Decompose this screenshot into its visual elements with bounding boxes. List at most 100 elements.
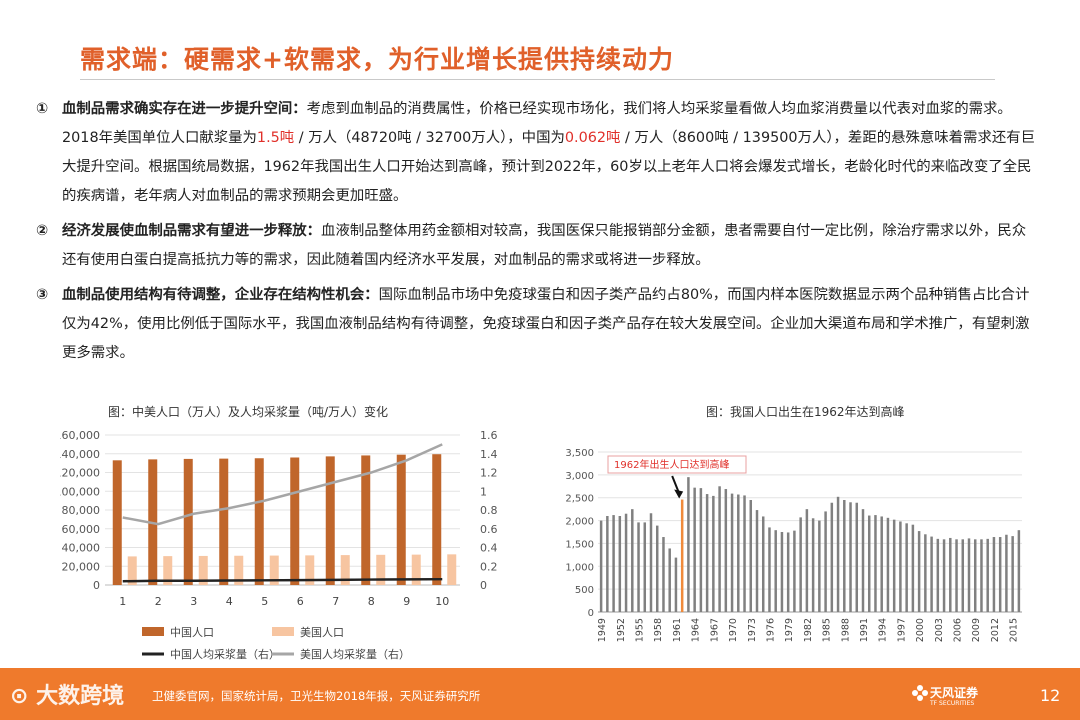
bar-birth-year: [892, 519, 896, 612]
bar-us-population: [376, 554, 386, 585]
x-tick-label: 1982: [803, 618, 814, 642]
bar-birth-year: [905, 523, 908, 612]
x-tick-label: 1955: [635, 618, 646, 642]
bullet-text: 血液制品整体用药金额相对较高，我国医保只能报销部分金额，患者需要自付一定比例，除…: [62, 223, 1027, 268]
brand-flower-icon: [912, 685, 928, 701]
bar-birth-year: [880, 516, 883, 612]
bullet-2: ② 经济发展使血制品需求有望进一步释放：血液制品整体用药金额相对较高，我国医保只能…: [36, 217, 1036, 275]
bullet-heading: 经济发展使血制品需求有望进一步释放：: [62, 223, 322, 239]
bullet-3: ③ 血制品使用结构有待调整，企业存在结构性机会：国际血制品市场中免疫球蛋白和因子类…: [36, 281, 1036, 368]
bar-birth-year: [942, 539, 946, 612]
bullet-text: 考虑到血制品的消费属性，价格已经实现市场化，我们将人均采浆量看做人均血浆消费量以…: [62, 101, 1012, 146]
bar-china-population: [219, 458, 229, 585]
bar-birth-year: [768, 527, 771, 612]
bar-china-population: [432, 454, 442, 585]
us-per-capita-line: [122, 443, 443, 526]
bar-china-population: [290, 457, 300, 585]
bar-us-population: [447, 554, 457, 585]
page-number: 12: [1040, 686, 1061, 705]
bar-birth-year: [737, 494, 740, 612]
y-tick-label: 0: [93, 579, 100, 592]
bar-birth-year: [761, 516, 765, 612]
bullet-number: ②: [36, 223, 49, 239]
x-tick-label: 7: [332, 595, 339, 608]
bar-birth-year: [980, 539, 983, 612]
bar-birth-year: [612, 515, 615, 612]
x-tick-label: 1964: [691, 618, 702, 642]
y2-tick-label: 1.2: [480, 467, 498, 480]
bar-birth-year: [886, 517, 890, 612]
bar-us-population: [198, 555, 208, 585]
x-tick-label: 6: [297, 595, 304, 608]
bar-birth-year: [755, 510, 759, 612]
bullet-text: / 万人（8600吨 / 139500万人），差距的悬殊意味着需求还有巨大提升空…: [62, 130, 1036, 204]
x-tick-label: 1967: [709, 618, 720, 642]
y-tick-label: 20,000: [62, 560, 101, 573]
bullet-text: / 万人（48720吨 / 32700万人），中国为: [294, 130, 565, 146]
brand-sub: TF SECURITIES: [930, 700, 975, 707]
x-tick-label: 1979: [784, 618, 795, 642]
y-tick-label: 120,000: [60, 467, 100, 480]
bar-china-population: [112, 460, 122, 585]
x-tick-label: 2: [155, 595, 162, 608]
chart2-title: 图：我国人口出生在1962年达到高峰: [706, 405, 905, 419]
bar-birth-year: [618, 516, 622, 612]
bar-us-population: [163, 556, 173, 585]
legend-swatch: [272, 627, 294, 636]
bar-birth-year: [699, 488, 703, 612]
annotation-arrowhead: [674, 489, 684, 499]
legend-swatch: [142, 627, 164, 636]
highlight-value: 1.5吨: [256, 130, 295, 146]
bar-china-population: [361, 455, 371, 585]
bar-birth-year: [724, 489, 728, 612]
bar-birth-year: [643, 522, 647, 612]
bar-birth-year: [830, 502, 834, 612]
bar-birth-year: [1011, 536, 1014, 612]
china-per-capita-line: [122, 577, 443, 583]
bar-birth-year: [911, 524, 915, 612]
x-tick-label: 9: [403, 595, 410, 608]
brand-name: 天风证券: [930, 686, 979, 700]
x-tick-label: 1: [119, 595, 126, 608]
x-tick-label: 10: [435, 595, 449, 608]
x-tick-label: 8: [368, 595, 375, 608]
bar-china-population: [254, 458, 264, 585]
y-tick-label: 0: [588, 608, 594, 619]
bullet-number: ①: [36, 101, 49, 117]
y-tick-label: 2,000: [565, 517, 594, 528]
bar-birth-year: [855, 502, 859, 612]
bar-birth-year: [917, 531, 921, 612]
y-tick-label: 3,500: [565, 448, 594, 459]
y2-tick-label: 0.8: [480, 504, 498, 517]
bullet-heading: 血制品使用结构有待调整，企业存在结构性机会：: [62, 287, 379, 303]
y-tick-label: 60,000: [62, 523, 101, 536]
bar-china-population: [183, 458, 193, 585]
y-tick-label: 1,500: [565, 539, 594, 550]
slide-title: 需求端：硬需求+软需求，为行业增长提供持续动力: [80, 45, 674, 74]
bar-birth-year: [599, 520, 603, 612]
bar-us-population: [234, 555, 244, 585]
chart1-title: 图：中美人口（万人）及人均采浆量（吨/万人）变化: [108, 405, 389, 419]
x-tick-label: 2012: [990, 618, 1001, 642]
bar-birth-year: [687, 477, 690, 612]
bar-birth-year: [1005, 534, 1008, 612]
bullet-heading: 血制品需求确实存在进一步提升空间：: [62, 101, 307, 117]
annotation-text: 1962年出生人口达到高峰: [614, 458, 729, 471]
bar-birth-year: [805, 509, 809, 612]
bar-birth-year: [631, 509, 634, 612]
source-note: 卫健委官网，国家统计局，卫光生物2018年报，天风证券研究所: [152, 689, 481, 703]
x-tick-label: 2006: [953, 618, 964, 642]
bar-us-population: [269, 555, 279, 585]
bar-birth-year: [662, 537, 665, 612]
y-tick-label: 140,000: [60, 448, 100, 461]
x-tick-label: 5: [261, 595, 268, 608]
bar-birth-year: [749, 500, 753, 612]
y2-tick-label: 1.6: [480, 429, 498, 442]
bar-us-population: [340, 555, 350, 585]
y-tick-label: 80,000: [62, 504, 101, 517]
x-tick-label: 1985: [822, 618, 833, 642]
bar-birth-year: [743, 495, 746, 612]
y2-tick-label: 1: [480, 485, 487, 498]
bar-birth-year: [705, 494, 709, 612]
bar-birth-year: [874, 515, 877, 612]
